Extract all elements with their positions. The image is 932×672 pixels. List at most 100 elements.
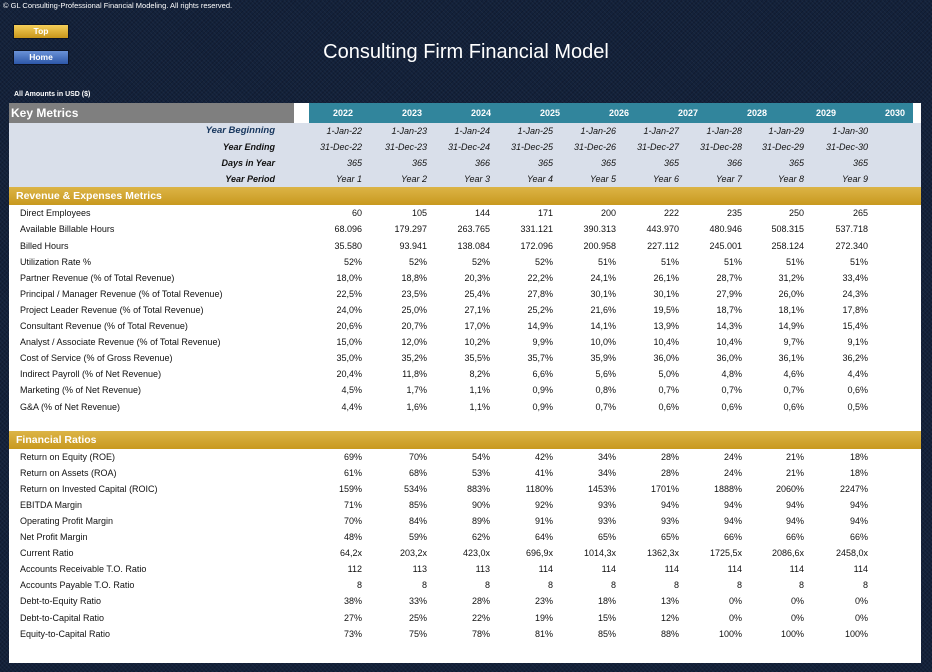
row-label: Accounts Receivable T.O. Ratio [20, 564, 147, 575]
value-cell: 65% [660, 532, 679, 543]
value-cell: 88% [660, 628, 679, 639]
value-cell: 35,7% [527, 353, 553, 364]
value-cell: 100% [844, 628, 868, 639]
value-cell: 13% [660, 596, 679, 607]
value-cell: 8 [484, 580, 490, 591]
value-cell: 81% [534, 628, 553, 639]
row-label: Principal / Manager Revenue (% of Total … [20, 288, 223, 299]
year-header-cell: 2030 [844, 103, 913, 123]
value-cell: 12,0% [401, 337, 427, 348]
value-cell: 60 [351, 208, 362, 219]
value-cell: 51% [785, 256, 804, 267]
value-cell: 114 [601, 564, 616, 575]
value-cell: 61% [343, 467, 362, 478]
value-cell: 1-Jan-24 [454, 126, 490, 136]
row-label: Indirect Payroll (% of Net Revenue) [20, 369, 162, 380]
value-cell: 9,1% [847, 337, 868, 348]
value-cell: 159% [338, 483, 362, 494]
value-cell: 114 [727, 564, 742, 575]
value-cell: 85% [408, 499, 427, 510]
value-cell: 25,4% [464, 288, 490, 299]
row-label: Consultant Revenue (% of Total Revenue) [20, 321, 188, 332]
value-cell: 18,1% [778, 304, 804, 315]
value-cell: 1362,3x [646, 548, 679, 559]
top-button[interactable]: Top [13, 24, 69, 39]
value-cell: 25% [408, 612, 427, 623]
value-cell: Year 7 [715, 174, 742, 185]
value-cell: 1-Jan-29 [768, 126, 804, 136]
value-cell: 245.001 [709, 240, 742, 251]
value-cell: 4,4% [847, 369, 868, 380]
value-cell: 114 [538, 564, 553, 575]
row-label: Equity-to-Capital Ratio [20, 628, 111, 639]
value-cell: 138.084 [457, 240, 490, 251]
value-cell: 59% [408, 532, 427, 543]
metric-row: Utilization Rate % 52% 52% 52% 52% 51% 51% 51% 5… [9, 254, 921, 270]
value-cell: 24% [723, 451, 742, 462]
value-cell: 35,5% [464, 353, 490, 364]
ratio-row: Return on Assets (ROA) 61% 68% 53% 41% 34% 28%… [9, 465, 921, 481]
home-button[interactable]: Home [13, 50, 69, 65]
metric-row: Cost of Service (% of Gross Revenue) 35,0… [9, 350, 921, 366]
value-cell: 8 [798, 580, 804, 591]
value-cell: 100% [718, 628, 742, 639]
value-cell: 0,7% [658, 385, 679, 396]
value-cell: 331.121 [520, 224, 553, 235]
value-cell: 4,6% [783, 369, 804, 380]
year-header-cell: 2027 [637, 103, 706, 123]
value-cell: 66% [849, 532, 868, 543]
ratio-row: Return on Invested Capital (ROIC) 159% 534… [9, 481, 921, 497]
value-cell: 0,6% [847, 385, 868, 396]
value-cell: Year 9 [841, 174, 868, 185]
value-cell: 1725,5x [709, 548, 742, 559]
value-cell: 30,1% [653, 288, 679, 299]
value-cell: 23,5% [401, 288, 427, 299]
value-cell: 14,3% [716, 321, 742, 332]
value-cell: 84% [408, 515, 427, 526]
value-cell: 75% [408, 628, 427, 639]
value-cell: 35,9% [590, 353, 616, 364]
value-cell: 24,1% [590, 272, 616, 283]
value-cell: 1-Jan-27 [643, 126, 679, 136]
value-cell: 31-Dec-25 [510, 142, 553, 153]
year-header-cell: 2025 [499, 103, 568, 123]
value-cell: 0% [728, 612, 742, 623]
value-cell: 18,7% [716, 304, 742, 315]
value-cell: 172.096 [520, 240, 553, 251]
value-cell: 2060% [775, 483, 804, 494]
value-cell: 62% [471, 532, 490, 543]
value-cell: 35,0% [336, 353, 362, 364]
value-cell: 5,6% [595, 369, 616, 380]
value-cell: 27,9% [716, 288, 742, 299]
value-cell: 20,4% [336, 369, 362, 380]
value-cell: 17,8% [842, 304, 868, 315]
value-cell: 18,0% [336, 272, 362, 283]
value-cell: 366 [474, 158, 490, 169]
value-cell: 42% [534, 451, 553, 462]
value-cell: 28% [471, 596, 490, 607]
value-cell: 0,9% [532, 385, 553, 396]
value-cell: 21% [785, 451, 804, 462]
row-label: Net Profit Margin [20, 532, 88, 543]
period-row: Year Beginning 1-Jan-22 1-Jan-23 1-Jan-24 1-… [9, 123, 921, 140]
value-cell: Year 8 [777, 174, 804, 185]
value-cell: 1453% [587, 483, 616, 494]
value-cell: 25,0% [401, 304, 427, 315]
value-cell: 33,4% [842, 272, 868, 283]
value-cell: 31-Dec-30 [825, 142, 868, 153]
value-cell: 8 [610, 580, 616, 591]
year-header-cell: 2029 [775, 103, 844, 123]
value-cell: 20,6% [336, 321, 362, 332]
value-cell: 9,7% [783, 337, 804, 348]
row-label: Year Ending [222, 142, 275, 153]
metric-row: Marketing (% of Net Revenue) 4,5% 1,7% 1,1%… [9, 382, 921, 398]
value-cell: Year 3 [463, 174, 490, 185]
period-row: Year Period Year 1 Year 2 Year 3 Year 4 Year … [9, 171, 921, 188]
row-label: Year Beginning [205, 125, 275, 136]
row-label: Available Billable Hours [20, 224, 115, 235]
value-cell: 94% [785, 515, 804, 526]
value-cell: 68.096 [334, 224, 362, 235]
value-cell: 91% [534, 515, 553, 526]
row-label: Year Period [225, 174, 275, 185]
value-cell: 365 [411, 158, 427, 169]
